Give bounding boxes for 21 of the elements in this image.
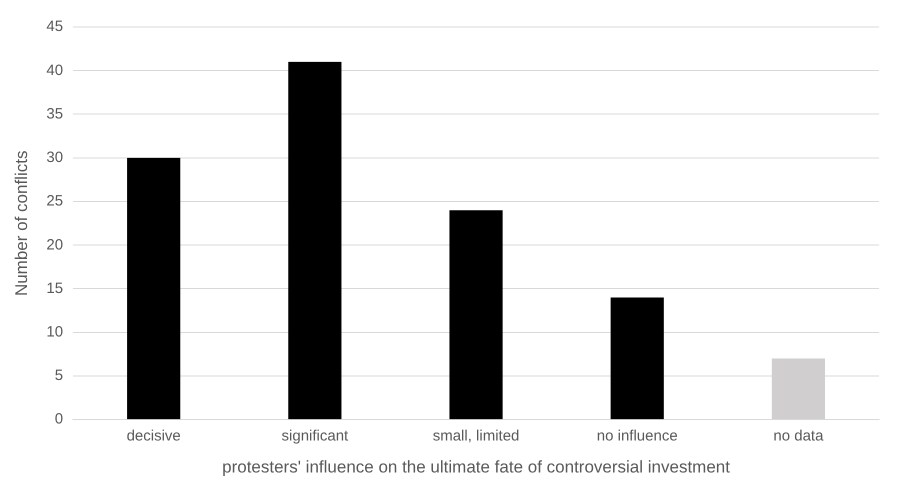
bar xyxy=(288,62,342,420)
x-tick-label: decisive xyxy=(126,428,181,445)
bar xyxy=(449,210,503,420)
bar xyxy=(127,158,180,420)
x-axis-title: protesters' influence on the ultimate fate of controversial investment xyxy=(222,457,730,476)
x-tick-label: significant xyxy=(282,428,350,445)
bar xyxy=(610,297,664,420)
y-tick-label: 40 xyxy=(46,62,64,79)
y-tick-label: 35 xyxy=(46,105,64,122)
x-tick-label: small, limited xyxy=(432,428,520,445)
x-tick-label: no data xyxy=(773,428,824,445)
y-tick-label: 20 xyxy=(46,236,64,254)
y-tick-label: 0 xyxy=(54,410,64,428)
y-tick-label: 15 xyxy=(46,280,64,297)
y-tick-label: 45 xyxy=(46,18,64,36)
y-tick-label: 5 xyxy=(54,367,64,384)
y-axis-title: Number of conflicts xyxy=(12,150,31,296)
y-tick-label: 10 xyxy=(46,323,64,340)
y-tick-label: 25 xyxy=(46,192,64,210)
x-tick-label: no influence xyxy=(596,428,678,445)
y-tick-label: 30 xyxy=(46,149,64,166)
